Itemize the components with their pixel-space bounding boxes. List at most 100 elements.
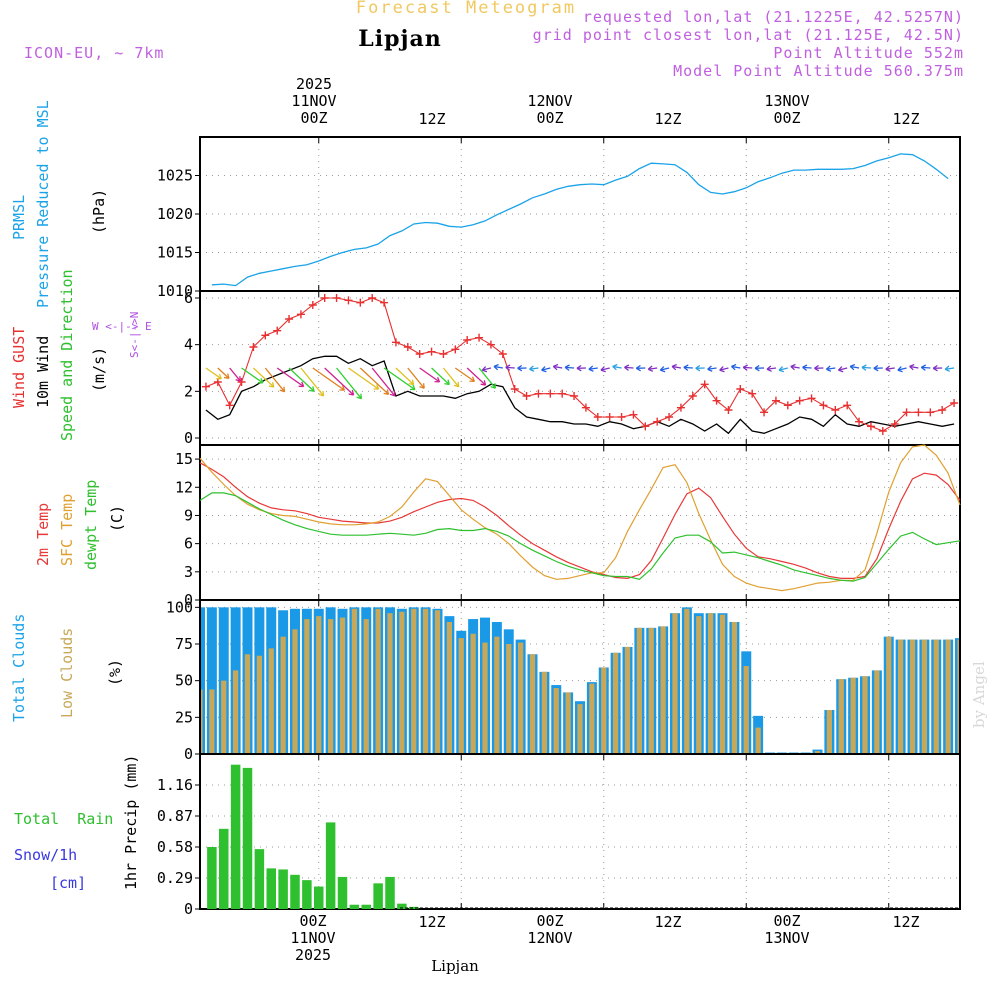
gust-marker [581, 403, 590, 412]
y-tick-label: 12 [175, 478, 193, 496]
top-date: 13NOV [764, 92, 810, 110]
gust-marker [866, 422, 875, 431]
wind-arrow-head [814, 364, 820, 372]
temp-sfc-line [199, 444, 961, 592]
gust-marker [403, 343, 412, 351]
wind-arrow-head [849, 363, 856, 371]
rain-bar [337, 876, 348, 909]
wind-direction-arrow [612, 365, 622, 369]
wind-arrow-head [802, 364, 808, 371]
temperature-frame [199, 444, 961, 601]
wind-arrow-head [837, 366, 844, 373]
model-altitude: Model Point Altitude 560.375m [673, 62, 964, 80]
low-cloud-bar [268, 648, 274, 754]
gust-marker [855, 417, 864, 426]
wind-arrow-head [790, 363, 796, 371]
wind-arrow-head [223, 373, 230, 380]
y-tick-label: 1.16 [157, 776, 193, 794]
wind-arrow-head [389, 390, 396, 397]
low-cloud-bar [328, 619, 334, 754]
wind-arrow-head [707, 365, 713, 372]
y-tick-label: 25 [175, 708, 193, 726]
low-cloud-bar [838, 679, 844, 754]
total-cloud-bar [201, 607, 205, 754]
wind-arrow-head [564, 364, 570, 371]
wind-direction-arrow [802, 366, 812, 369]
y-tick-label: 75 [175, 635, 193, 653]
gust-marker [249, 343, 258, 351]
gust-marker [427, 347, 436, 356]
gust-marker [570, 392, 579, 400]
precip-rain-label: Total Rain [14, 810, 114, 828]
gust-marker [617, 413, 626, 421]
gust-marker [391, 338, 400, 347]
low-cloud-bar [565, 692, 571, 754]
total-cloud-bar [206, 607, 217, 754]
bottom-hour: 00Z [299, 912, 327, 930]
wind-direction-arrow [288, 367, 315, 392]
top-date: 12NOV [527, 92, 573, 110]
temp-dewpt-line [199, 492, 961, 582]
gust-marker [938, 406, 947, 414]
wind-arrow-head [505, 364, 511, 371]
top-time-label-5: 13NOV 00Z [764, 93, 809, 127]
wind-direction-arrow [241, 367, 264, 384]
y-tick-label: 9 [184, 506, 193, 524]
gust-marker [771, 396, 780, 405]
gust-marker [546, 389, 555, 398]
low-cloud-bar [898, 639, 904, 754]
point-altitude: Point Altitude 552m [773, 44, 964, 62]
wind-direction-arrow [826, 367, 836, 370]
rain-bar [219, 828, 229, 909]
gust-marker [712, 396, 721, 405]
top-date: 11NOV [291, 92, 337, 110]
wind-direction-arrow [624, 366, 634, 369]
y-tick-label: 0 [184, 745, 193, 763]
wind-direction-arrow [790, 365, 800, 369]
wind-direction-arrow [395, 367, 415, 385]
wind-arrow-head [861, 364, 867, 371]
bottom-date: 11NOV [290, 929, 336, 947]
wind-direction-arrow [466, 367, 486, 386]
wind-arrow-head [778, 366, 785, 373]
y-tick-label: 3 [184, 563, 193, 581]
gust-marker [344, 296, 353, 305]
low-cloud-bar [363, 619, 369, 754]
bottom-date: 13NOV [764, 929, 810, 947]
top-year: 2025 [295, 75, 333, 93]
y-tick-label: 50 [175, 672, 193, 690]
wind-arrow-head [268, 381, 275, 388]
wind-arrow-head [766, 365, 772, 372]
wind10-line [205, 355, 955, 435]
y-tick-label: 15 [175, 450, 193, 468]
top-time-label-2: 12Z [418, 110, 446, 128]
wind-arrow-head [576, 364, 582, 372]
low-cloud-bar [601, 667, 607, 754]
bottom-time-label-4: 12Z [654, 913, 682, 931]
wind-arrow-head [480, 380, 487, 386]
rain-bar [278, 869, 288, 909]
low-cloud-bar [529, 654, 536, 754]
wind-arrow-head [348, 389, 355, 396]
wind-arrow-head [873, 364, 879, 372]
precip-snow-label: Snow/1h [14, 846, 78, 864]
gust-marker [225, 401, 234, 410]
rain-bar [230, 764, 241, 909]
wind-direction-arrow [731, 365, 741, 369]
gust-marker [676, 403, 685, 412]
low-cloud-bar [233, 670, 239, 754]
wind-arrow-head [612, 363, 618, 371]
wind-direction-arrow [442, 367, 460, 388]
wind-arrow-head [216, 373, 222, 380]
wind-direction-arrow [431, 367, 450, 385]
bottom-time-label-3: 00Z 12NOV [527, 913, 572, 947]
y-tick-label: 6 [184, 535, 193, 553]
y-tick-label: 2 [184, 382, 193, 400]
gust-marker [415, 350, 424, 358]
wind-direction-arrow [493, 365, 503, 369]
gust-marker [890, 420, 899, 428]
footer-location: Lipjan [431, 957, 479, 975]
gust-marker [641, 422, 650, 431]
wind-direction-arrow [482, 367, 492, 371]
wind-direction-arrow [505, 366, 515, 369]
